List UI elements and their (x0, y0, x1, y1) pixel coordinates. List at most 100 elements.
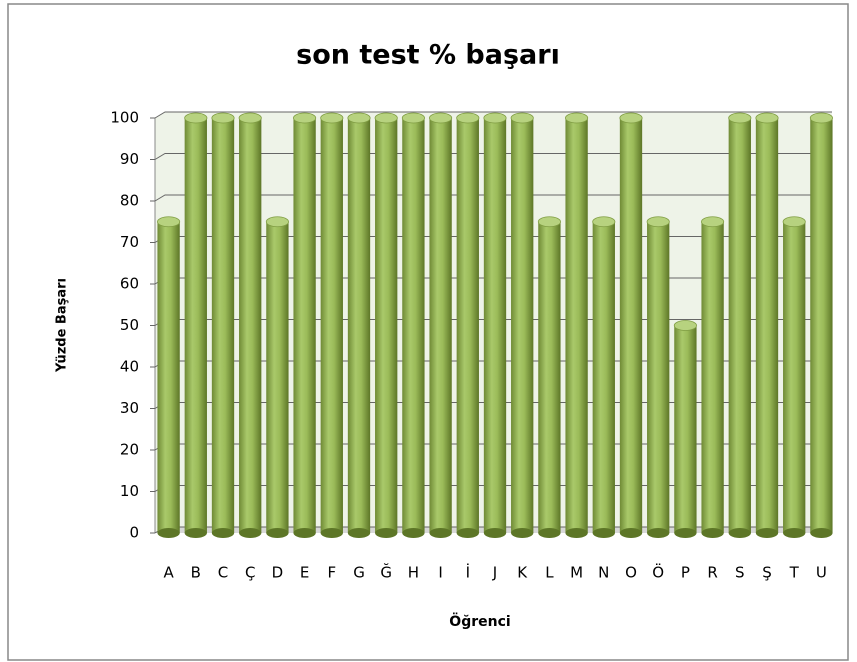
bar-top (429, 112, 453, 124)
bar-top (374, 112, 398, 124)
x-tick-label: F (327, 564, 336, 582)
bar-top (293, 112, 317, 124)
bar-base (402, 528, 425, 538)
bar (809, 112, 833, 538)
x-tick-label: Ç (245, 564, 255, 582)
bar-base (755, 528, 779, 538)
x-tick-label: M (570, 564, 583, 582)
chart-title: son test % başarı (296, 40, 560, 71)
bar (755, 112, 779, 538)
x-tick-label: O (625, 564, 637, 582)
bar-body (565, 118, 588, 533)
bar-top (782, 216, 806, 228)
bar (592, 216, 616, 538)
bar-base (647, 528, 670, 538)
bar (401, 112, 425, 538)
x-tick-label: L (545, 564, 554, 582)
bar-body (429, 118, 452, 533)
bar-top (809, 112, 833, 124)
bar (429, 112, 453, 538)
bar (619, 112, 643, 538)
grid-line (154, 153, 832, 160)
x-axis-label: Öğrenci (449, 612, 510, 630)
x-tick-label: Ö (652, 563, 664, 582)
bar-base (483, 528, 507, 538)
x-tick-label: C (218, 564, 228, 582)
y-tick-label: 10 (120, 482, 139, 500)
x-tick-label: P (681, 564, 690, 582)
bar (565, 112, 589, 538)
x-tick-label: D (272, 564, 284, 582)
bar-top (592, 216, 616, 228)
bar-base (320, 528, 343, 538)
x-tick-label: T (789, 564, 800, 582)
bar (510, 112, 534, 538)
bar-body (483, 118, 507, 533)
y-tick-label: 60 (120, 275, 139, 293)
bar (211, 112, 235, 538)
bar (701, 216, 725, 538)
bar-body (783, 221, 806, 533)
y-tick-label: 80 (120, 192, 139, 210)
bar-body (402, 118, 425, 533)
bar-top (184, 112, 208, 124)
bar-base (211, 528, 235, 538)
x-tick-label: N (598, 564, 609, 582)
x-tick-label: A (163, 564, 174, 582)
bar-base (783, 528, 806, 538)
bar-top (510, 112, 534, 124)
x-tick-label: Ş (762, 564, 772, 582)
bar-top (701, 216, 725, 228)
bar (347, 112, 371, 538)
y-axis-label: Yüzde Başarı (55, 278, 70, 373)
y-tick-label: 50 (120, 316, 139, 334)
bar-base (429, 528, 452, 538)
bar-top (646, 216, 670, 228)
bar-base (239, 528, 262, 538)
bar (293, 112, 317, 538)
y-tick-label: 90 (120, 150, 139, 168)
bar-body (456, 118, 479, 533)
bar-top (238, 112, 262, 124)
x-tick-label: K (517, 564, 528, 582)
y-tick-label: 70 (120, 233, 139, 251)
bar (673, 320, 697, 538)
y-tick-label: 0 (129, 524, 139, 542)
bar-body (347, 118, 371, 533)
bar-body (619, 118, 643, 533)
bar-base (511, 528, 534, 538)
bar-top (755, 112, 779, 124)
bar-base (592, 528, 615, 538)
bar-body (320, 118, 343, 533)
bar-body (538, 221, 561, 533)
bar-base (674, 528, 697, 538)
bar-body (728, 118, 751, 533)
bar-top (728, 112, 752, 124)
bar-base (565, 528, 588, 538)
bar-top (565, 112, 589, 124)
bar-base (266, 528, 289, 538)
bar (374, 112, 398, 538)
bar-top (211, 112, 235, 124)
bar-base (157, 528, 180, 538)
bar (782, 216, 806, 538)
x-tick-label: B (191, 564, 201, 582)
bar-top (347, 112, 371, 124)
bar (483, 112, 507, 538)
bar-top (483, 112, 507, 124)
bar-body (647, 221, 670, 533)
bar-base (347, 528, 371, 538)
bar-base (293, 528, 316, 538)
y-tick-label: 20 (120, 441, 139, 459)
y-tick-label: 100 (110, 109, 139, 127)
grid-line (154, 111, 832, 119)
y-tick-label: 30 (120, 399, 139, 417)
x-tick-label: U (816, 564, 827, 582)
x-tick-label: İ (466, 563, 470, 582)
x-tick-label: Ğ (380, 563, 392, 582)
bar-top (537, 216, 561, 228)
bar-body (755, 118, 779, 533)
bar (537, 216, 561, 538)
bar-top (265, 216, 289, 228)
